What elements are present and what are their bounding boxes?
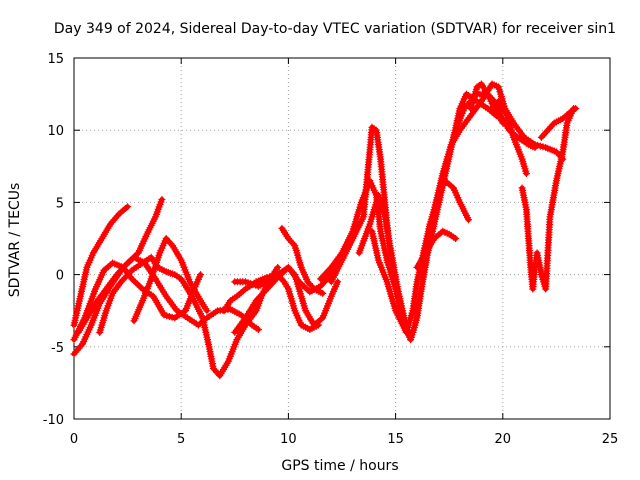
y-tick-label: 0: [56, 269, 64, 284]
data-point: [129, 254, 137, 262]
series-sat-i: [220, 271, 322, 333]
data-point: [254, 326, 262, 333]
y-axis: -10 -5 0 5 10 15: [43, 52, 610, 428]
series-sat-t: [537, 105, 580, 141]
chart-title: Day 349 of 2024, Sidereal Day-to-day VTE…: [54, 21, 616, 37]
data-point: [319, 289, 327, 297]
series-sat-f: [130, 235, 211, 325]
y-tick-label: -5: [51, 341, 64, 356]
data-point: [572, 105, 580, 112]
x-tick-label: 5: [177, 432, 185, 447]
data-point: [531, 144, 539, 151]
series-sat-j: [278, 224, 327, 297]
y-tick-label: -10: [43, 413, 64, 428]
data-point: [132, 278, 139, 286]
data-point: [124, 203, 132, 211]
x-axis: 0 5 10 15 20 25: [70, 58, 618, 447]
data-point: [465, 216, 472, 224]
data-point: [522, 170, 530, 177]
y-tick-label: 5: [56, 196, 64, 211]
x-tick-label: 0: [70, 432, 78, 447]
y-tick-label: 15: [47, 52, 64, 67]
y-axis-label: SDTVAR / TECUs: [7, 183, 23, 298]
plot-frame: [73, 57, 611, 420]
y-tick-label: 10: [47, 124, 64, 139]
series-sat-d: [74, 196, 166, 336]
series-sat-a: [70, 203, 132, 329]
x-tick-label: 25: [602, 432, 619, 447]
x-tick-label: 20: [495, 432, 512, 447]
x-tick-label: 10: [280, 432, 297, 447]
data-point: [452, 235, 460, 242]
plot-area: [70, 80, 580, 380]
series-sat-o: [413, 227, 460, 271]
data-point: [158, 196, 166, 203]
series-sat-r: [488, 97, 530, 177]
x-tick-label: 15: [387, 432, 404, 447]
data-point: [314, 321, 322, 329]
data-point: [334, 278, 342, 286]
data-point: [197, 271, 204, 279]
series-sat-h: [231, 263, 342, 336]
data-point: [203, 307, 211, 315]
series-sat-s: [518, 105, 578, 293]
x-axis-label: GPS time / hours: [281, 458, 398, 474]
data-point: [274, 263, 282, 271]
